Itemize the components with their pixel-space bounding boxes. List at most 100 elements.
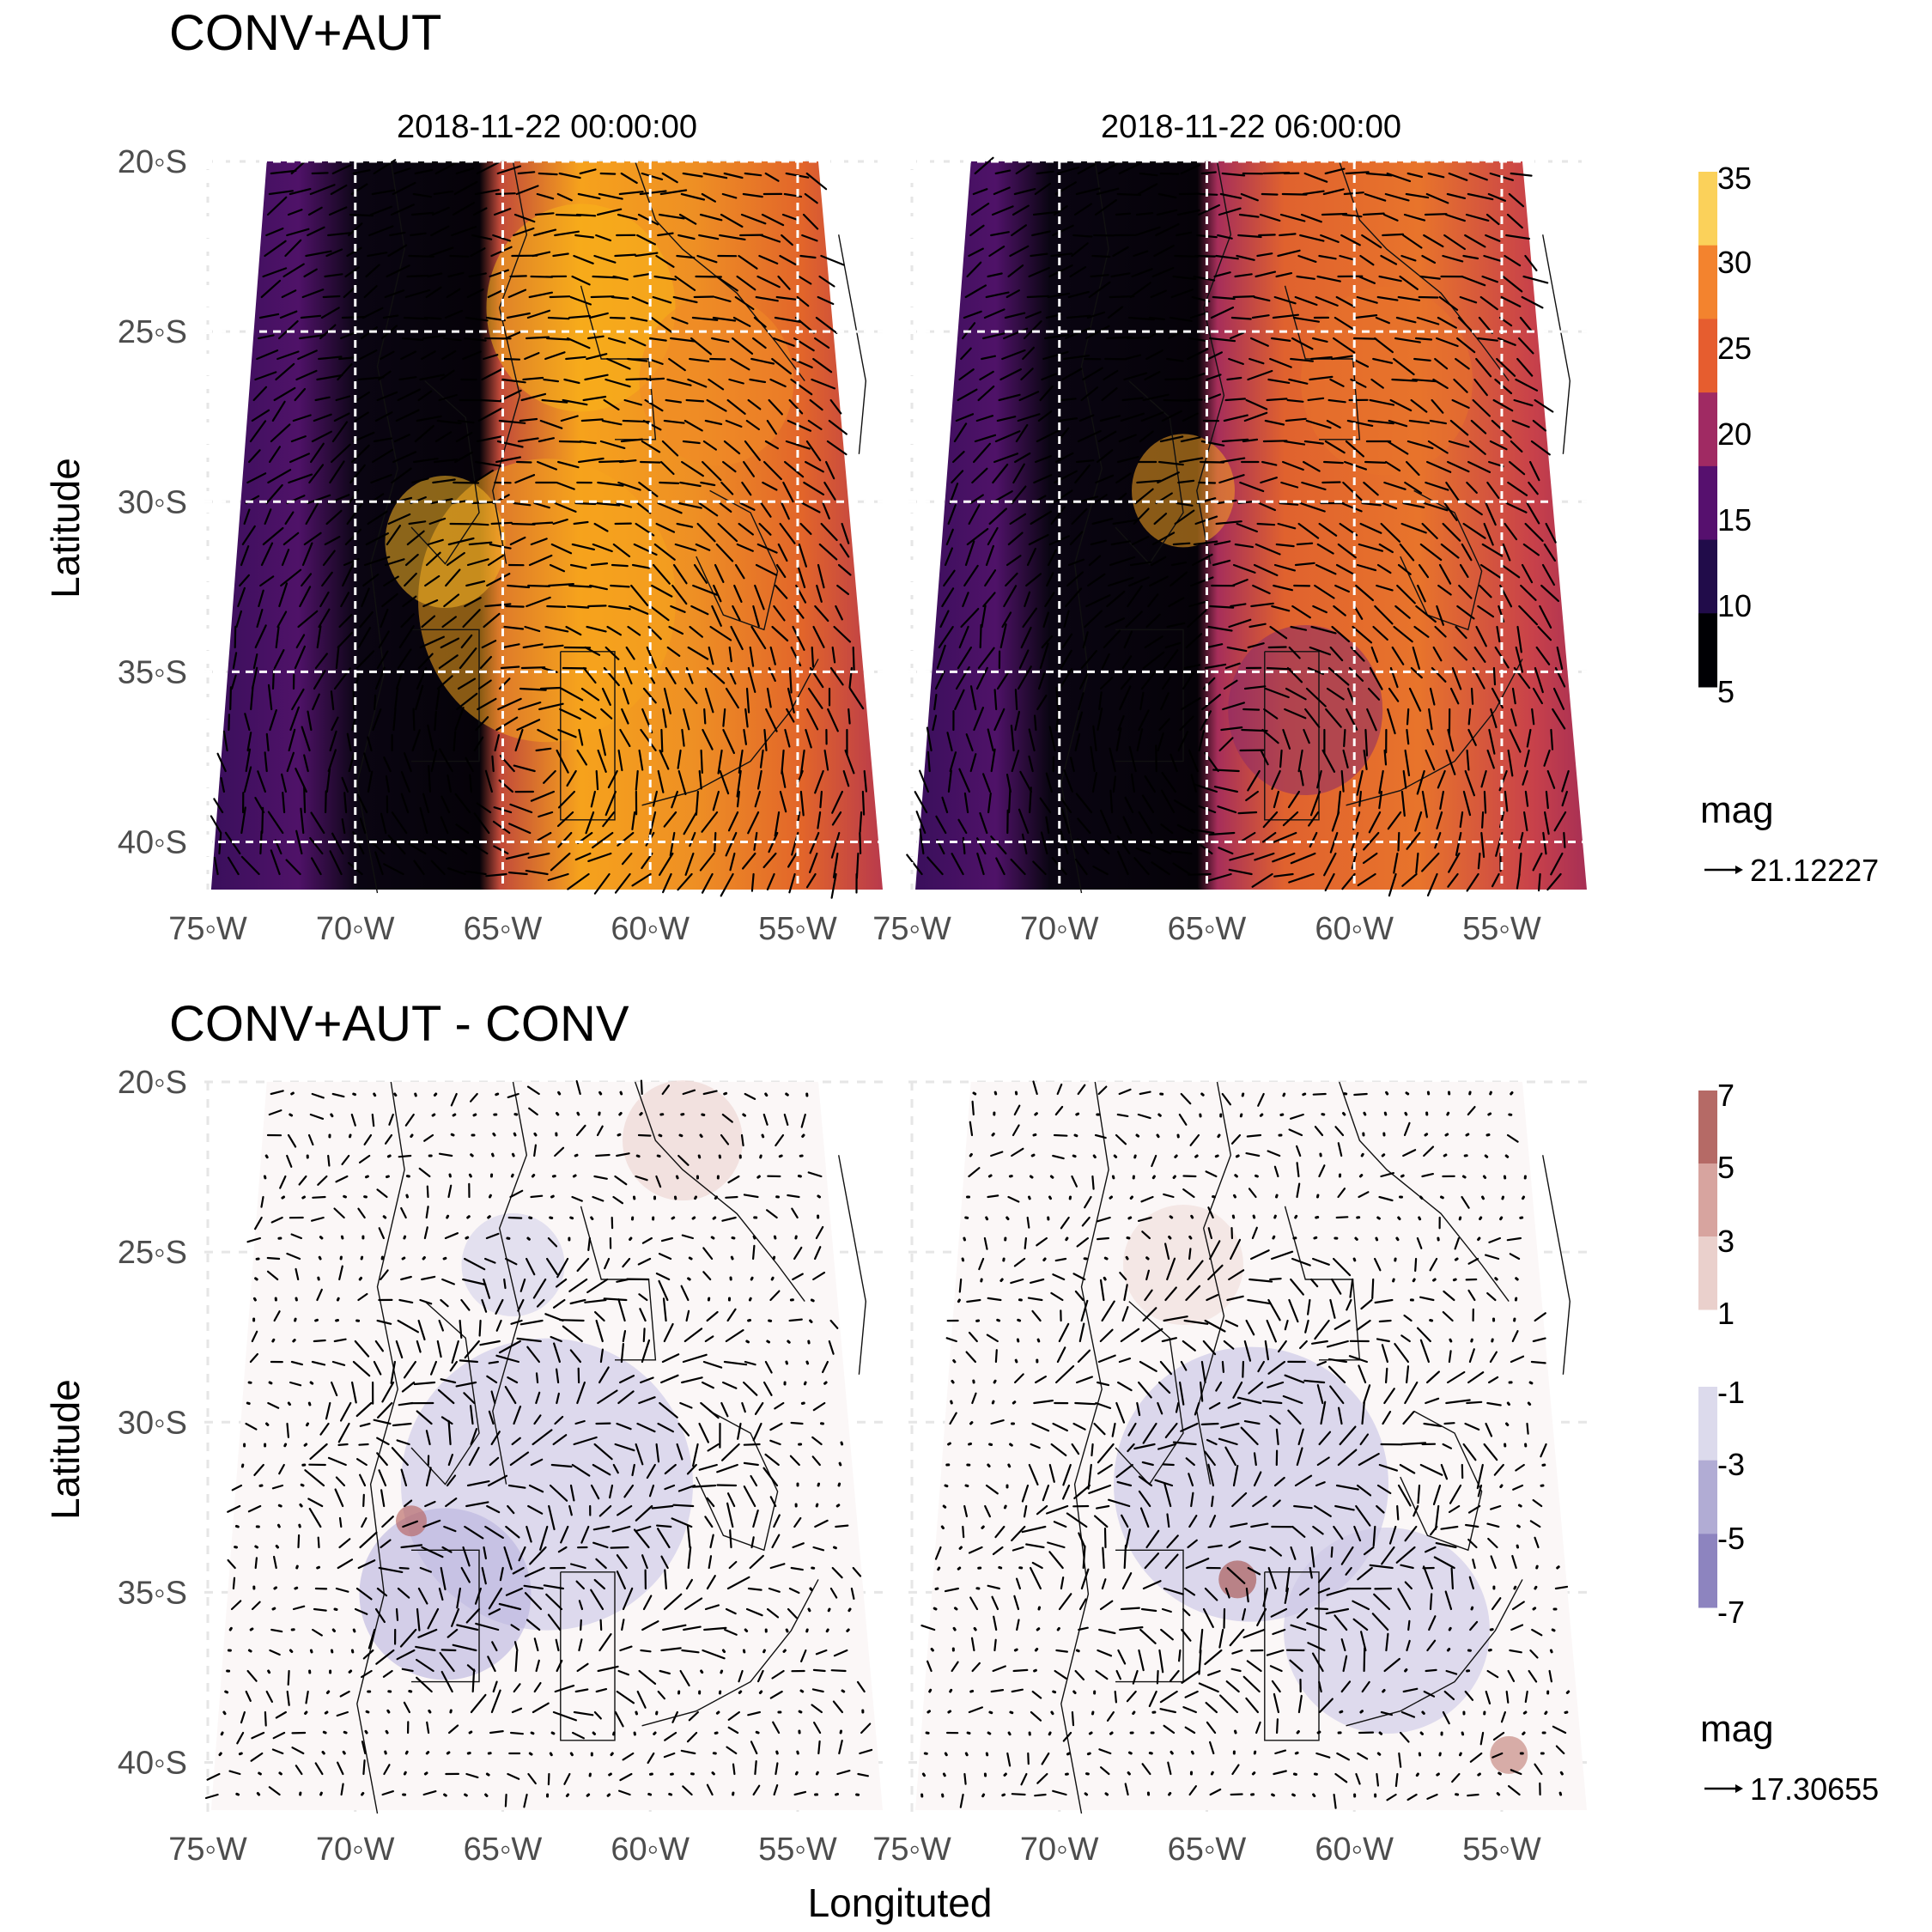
wind-vector [676,254,696,259]
wind-vector [530,790,556,802]
wind-vector [1018,391,1040,402]
wind-vector [1255,543,1281,556]
wind-vector [587,1236,592,1252]
wind-vector [1127,585,1143,608]
wind-vector [359,349,378,361]
wind-vector [807,419,823,430]
wind-vector [1098,1628,1116,1635]
wind-vector [744,1092,756,1101]
wind-vector [1516,872,1521,890]
wind-vector [468,1173,472,1178]
wind-vector [1400,1442,1427,1446]
wind-vector [1545,790,1549,810]
wind-vector [1032,860,1047,876]
wind-vector [968,1442,972,1446]
wind-vector [479,655,493,670]
wind-vector [778,1154,783,1158]
wind-vector [380,608,389,629]
wind-vector [1509,1649,1522,1654]
wind-vector [1305,419,1332,429]
wind-vector [548,582,574,587]
colorbar-neg-label-5: -5 [1717,1521,1745,1556]
wind-vector [820,254,845,266]
wind-vector [532,251,551,258]
wind-vector [631,1463,635,1477]
wind-vector [268,190,294,196]
x-tick-label: 55◦W [758,1832,837,1868]
wind-vector [1224,662,1241,670]
wind-vector [1317,1566,1332,1583]
wind-vector [402,1520,418,1528]
wind-vector [281,289,297,299]
wind-vector [599,1348,605,1364]
wind-vector [1030,1153,1036,1157]
wind-vector [751,337,767,349]
wind-vector [1537,625,1552,641]
wind-vector [417,1587,428,1605]
wind-vector [309,1443,328,1461]
wind-vector [1470,1606,1474,1611]
wind-vector [1502,275,1523,293]
wind-vector [633,272,653,278]
wind-vector [1523,749,1530,768]
wind-vector [1515,646,1524,673]
wind-vector [1116,1381,1133,1392]
wind-vector [587,852,612,863]
wind-vector [1554,1585,1569,1590]
wind-vector [755,563,778,576]
wind-vector [1312,1092,1327,1096]
wind-vector [1480,831,1485,859]
wind-vector [1475,357,1492,378]
wind-vector [1207,351,1224,361]
wind-vector [465,870,487,876]
wind-vector [993,689,998,711]
wind-vector [299,586,312,608]
wind-vector [1071,1443,1080,1455]
wind-vector [763,728,768,752]
wind-vector [282,791,286,814]
wind-vector [1360,1298,1373,1310]
wind-vector [1506,1236,1522,1242]
wind-vector [1258,501,1277,512]
wind-vector [762,852,777,869]
wind-vector [832,852,839,878]
wind-vector [603,1297,628,1302]
wind-vector [576,1257,590,1273]
wind-vector [631,811,636,831]
wind-vector [1522,543,1540,556]
wind-vector [1091,518,1114,526]
wind-vector [1245,1697,1260,1714]
wind-vector [528,1107,538,1116]
wind-vector [427,724,434,752]
wind-vector [698,234,720,240]
wind-vector [996,1318,1001,1322]
wind-vector [260,279,282,299]
wind-vector [507,1504,515,1515]
wind-vector [262,526,284,546]
wind-vector [1275,1718,1279,1735]
wind-vector [740,1133,744,1147]
wind-vector [1252,1495,1267,1508]
wind-vector [1403,213,1426,222]
wind-vector [287,209,303,216]
wind-vector [1066,314,1091,319]
wind-vector [1116,835,1131,855]
wind-vector [987,1463,991,1467]
wind-vector [397,648,412,670]
wind-vector [527,1504,544,1515]
wind-vector [796,1750,799,1755]
wind-vector [569,1349,582,1364]
wind-vector [641,440,661,453]
wind-vector [1284,1374,1305,1384]
wind-vector [756,543,778,554]
wind-vector [331,164,352,175]
wind-vector [1028,728,1036,752]
wind-vector [1486,749,1495,769]
wind-vector [969,1152,973,1157]
wind-vector [977,386,995,402]
wind-vector [1199,460,1225,464]
wind-vector [1273,1165,1279,1178]
wind-vector [1398,1752,1402,1768]
wind-vector [641,1236,653,1244]
wind-vector [1325,708,1342,728]
